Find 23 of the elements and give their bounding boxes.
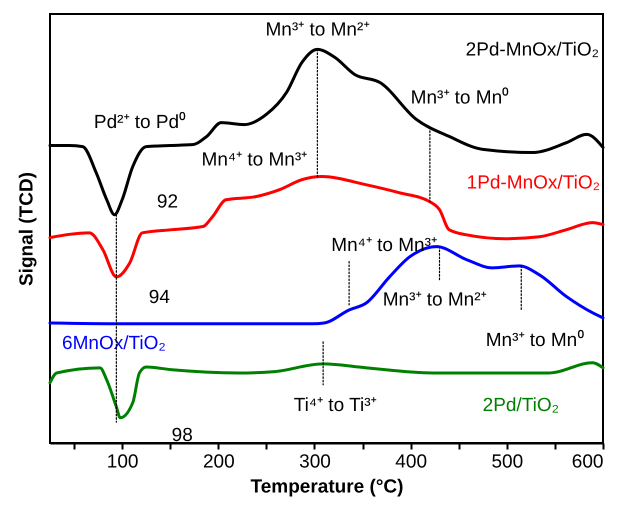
annotation: Pd²⁺ to Pd⁰ (94, 111, 186, 133)
x-axis-title: Temperature (°C) (250, 476, 404, 498)
annotation: Mn³⁺ to Mn²⁺ (382, 290, 487, 311)
x-tick-label: 400 (395, 452, 428, 472)
x-tick-label: 500 (491, 452, 524, 472)
x-tick-label: 600 (572, 452, 604, 472)
annotation: Mn³⁺ to Mn⁰ (486, 329, 584, 351)
annotation: Mn³⁺ to Mn²⁺ (265, 19, 370, 40)
x-tick-label: 200 (202, 452, 235, 472)
annotation: 94 (148, 286, 170, 308)
x-tick-label: 100 (106, 452, 138, 472)
x-tick-label: 300 (299, 452, 331, 472)
annotation: Mn⁴⁺ to Mn³⁺ (331, 234, 437, 256)
series-label: 2Pd/TiO₂ (482, 394, 559, 416)
annotation: Ti⁴⁺ to Ti³⁺ (294, 394, 377, 416)
series-label: 6MnOx/TiO₂ (62, 332, 166, 354)
y-axis-title: Signal (TCD) (16, 172, 38, 286)
text: 2Pd-MnOx/TiO₂ (466, 39, 599, 60)
annotation: Mn³⁺ to Mn⁰ (410, 86, 510, 108)
series-label: 1Pd-MnOx/TiO₂ (466, 172, 600, 194)
annotation: 92 (156, 192, 178, 213)
annotation: Mn⁴⁺ to Mn³⁺ (202, 150, 308, 171)
annotation: 98 (172, 424, 193, 446)
